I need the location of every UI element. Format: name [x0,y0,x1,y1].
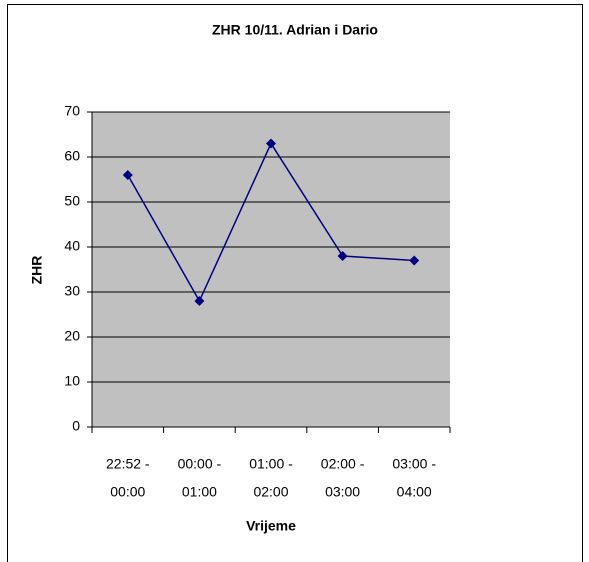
data-marker [194,296,205,306]
y-tick-label: 10 [64,373,80,389]
x-tick-label: 03:00 [325,484,360,500]
x-axis-title: Vrijeme [246,518,296,534]
x-tick-label: 02:00 [253,484,288,500]
y-tick-label: 70 [64,103,80,119]
x-tick-label: 00:00 - [178,456,222,472]
y-tick-label: 30 [64,283,80,299]
y-tick-label: 40 [64,238,80,254]
y-tick-label: 50 [64,193,80,209]
x-tick-label: 02:00 - [321,456,365,472]
x-tick-label: 04:00 [397,484,432,500]
x-tick-label: 00:00 [110,484,145,500]
data-marker [337,251,348,261]
y-tick-label: 0 [72,418,80,434]
y-tick-label: 20 [64,328,80,344]
x-tick-label: 01:00 [182,484,217,500]
y-tick-label: 60 [64,148,80,164]
x-tick-label: 22:52 - [106,456,150,472]
y-axis-title: ZHR [29,256,45,285]
x-tick-label: 03:00 - [392,456,436,472]
data-marker [409,255,420,266]
plot-area [92,112,450,427]
chart-title: ZHR 10/11. Adrian i Dario [212,22,378,38]
x-tick-label: 01:00 - [249,456,293,472]
data-marker [122,170,133,180]
data-marker [266,138,276,149]
